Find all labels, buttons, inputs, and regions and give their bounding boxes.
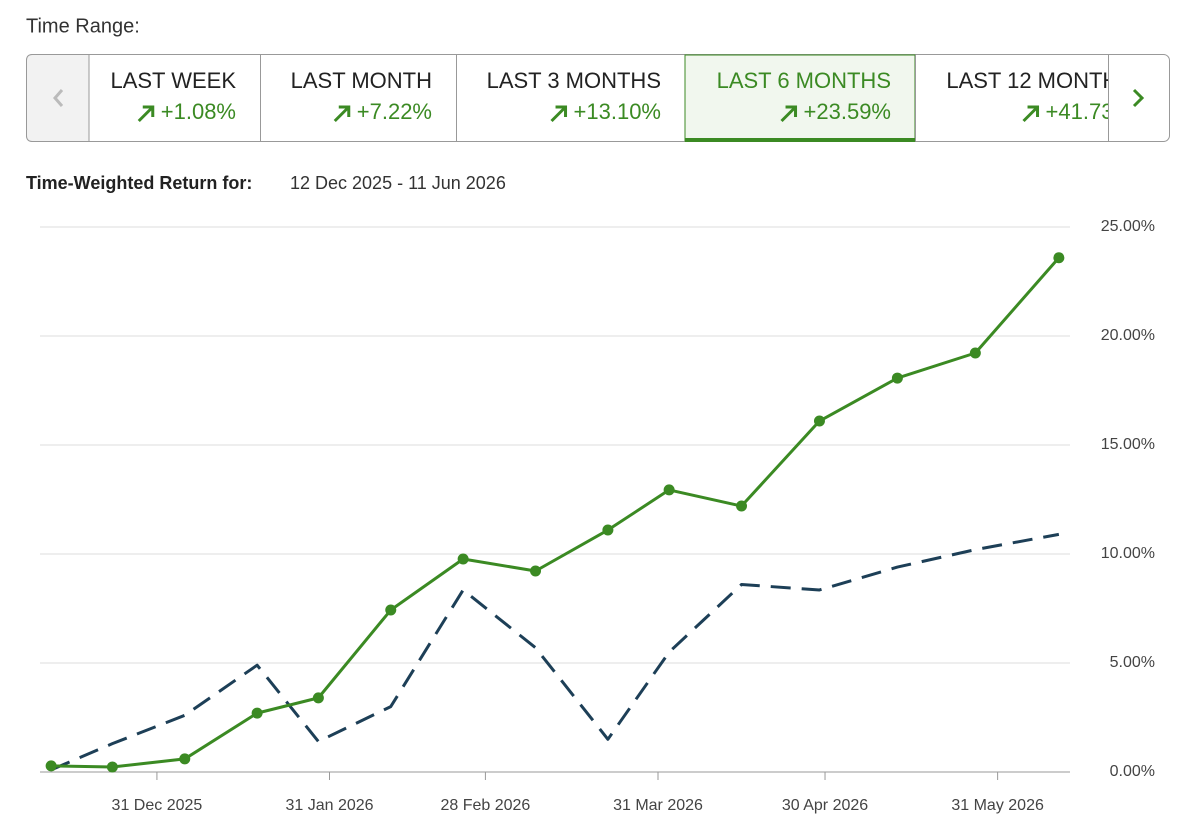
series-line: [50, 532, 1060, 772]
time-range-label: Time Range:: [26, 15, 140, 37]
x-tick-label: 31 Mar 2026: [613, 797, 703, 814]
y-tick-label: 0.00%: [1110, 763, 1155, 780]
y-tick-label: 25.00%: [1101, 218, 1155, 235]
trend-arrow: [137, 105, 155, 123]
series-point: [602, 524, 614, 536]
y-tick-label: 20.00%: [1101, 327, 1155, 344]
series-line: [51, 256, 1060, 769]
y-tick-label: 5.00%: [1110, 654, 1155, 671]
tab-selected-bg: [684, 54, 916, 142]
tab[interactable]: LAST WEEK +1.08%: [110, 68, 236, 124]
tab-label: LAST WEEK: [110, 68, 236, 93]
series-point: [736, 500, 748, 512]
tab-change: +1.08%: [161, 99, 236, 124]
prev-button[interactable]: [26, 54, 90, 142]
series-point: [663, 484, 675, 496]
tab[interactable]: LAST 3 MONTHS +13.10%: [456, 55, 662, 141]
tab-change: +41.73%: [1046, 99, 1133, 124]
trend-arrow: [550, 105, 568, 123]
series-point: [312, 692, 324, 704]
tab-change: +13.10%: [574, 99, 661, 124]
tab-label: LAST 12 MONTHS: [946, 68, 1133, 93]
trend-arrow: [780, 105, 798, 123]
series-point: [385, 604, 397, 616]
x-tick-label: 28 Feb 2026: [440, 797, 530, 814]
series-point: [45, 760, 57, 772]
tabs: LAST WEEK +1.08% LAST MONTH +7.22% LAST 3 MO…: [110, 54, 1134, 142]
tab[interactable]: LAST 12 MONTHS +41.73%: [915, 55, 1134, 141]
tab-change: +23.59%: [804, 99, 891, 124]
series-point: [1053, 252, 1065, 264]
series-point: [106, 761, 118, 773]
chart-title: Time-Weighted Return for:: [26, 173, 252, 193]
x-tick-label: 31 May 2026: [951, 797, 1044, 814]
x-tick-label: 30 Apr 2026: [782, 797, 868, 814]
series-point: [891, 372, 903, 384]
series-point: [530, 565, 542, 577]
tab-selected-underline: [685, 138, 915, 142]
series-point: [969, 347, 981, 359]
tab[interactable]: LAST 6 MONTHS +23.59%: [684, 54, 916, 142]
chart-subtitle: 12 Dec 2025 - 11 Jun 2026: [290, 173, 506, 193]
y-tick-label: 15.00%: [1101, 436, 1155, 453]
trend-arrow: [1022, 105, 1040, 123]
x-tick-label: 31 Jan 2026: [285, 797, 373, 814]
next-button[interactable]: [1108, 54, 1145, 142]
series-point: [251, 707, 263, 719]
tab-label: LAST MONTH: [291, 68, 432, 93]
series-point: [179, 753, 191, 765]
tab-change: +7.22%: [357, 99, 432, 124]
tab-label: LAST 6 MONTHS: [717, 68, 891, 93]
tab-label: LAST 3 MONTHS: [487, 68, 661, 93]
x-tick-label: 31 Dec 2025: [112, 797, 203, 814]
series-point: [457, 553, 469, 565]
series-point: [813, 415, 825, 427]
y-tick-label: 10.00%: [1101, 545, 1155, 562]
trend-arrow: [333, 105, 351, 123]
tab[interactable]: LAST MONTH +7.22%: [260, 55, 433, 141]
